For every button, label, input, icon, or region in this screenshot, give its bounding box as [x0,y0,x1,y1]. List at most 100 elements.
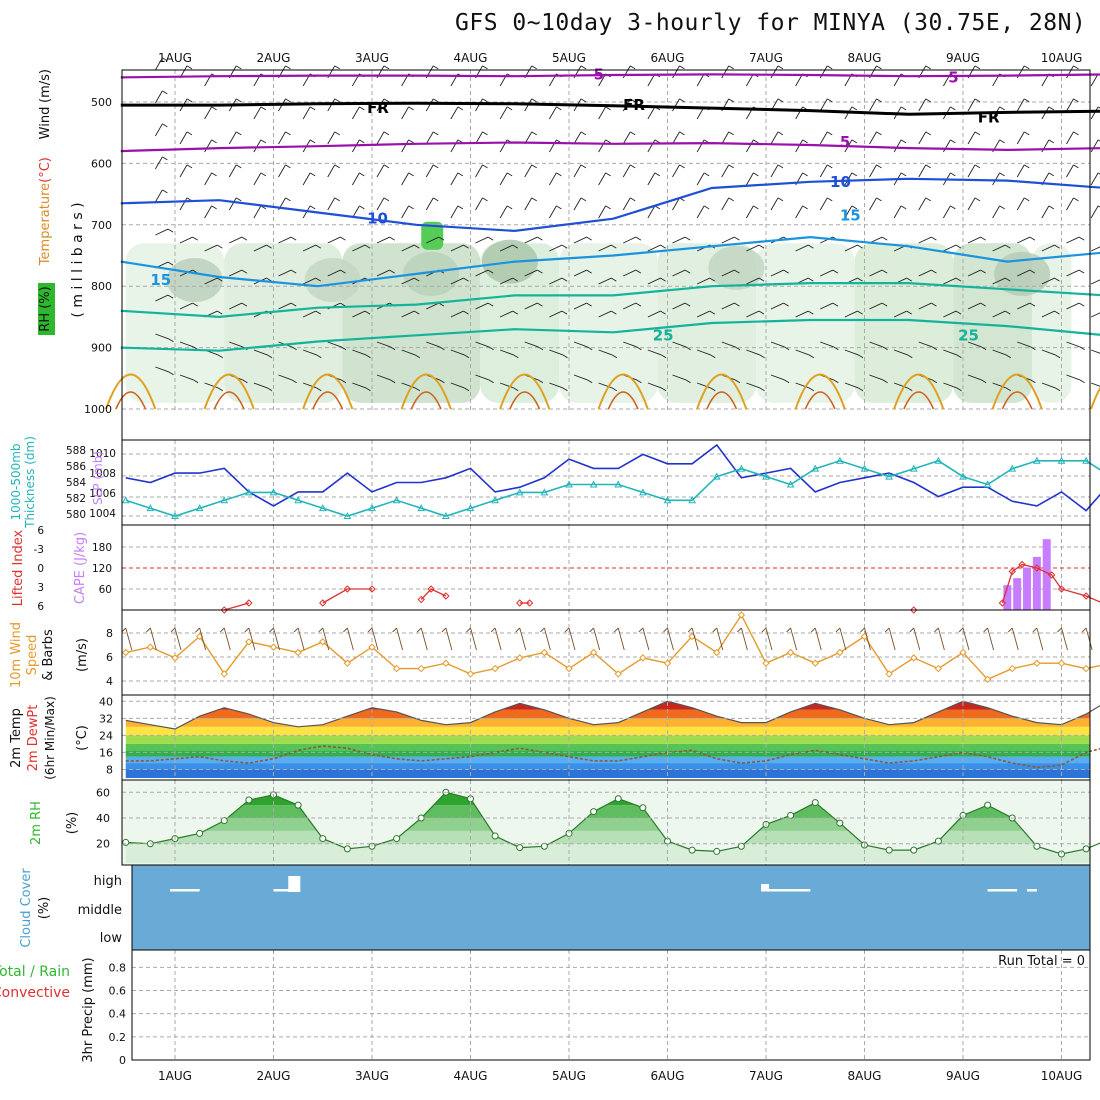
y-tick-precip: 0.2 [109,1031,127,1044]
wind10-barb-flag [269,627,274,633]
wind-barb [179,164,188,178]
surface-isotherm-arc [203,373,255,410]
wind-barb [1090,349,1100,354]
wind-barb-flag [266,354,273,359]
wind10-barb [470,627,477,651]
cloud-gap [987,889,1018,892]
wind-barb-flag [808,244,814,249]
wind-barb-flag [851,139,858,144]
wind-barb [622,197,631,211]
wind-barb-flag [290,269,297,274]
wind-barb-flag [900,172,907,177]
wind-barb-flag [660,310,666,315]
wind-barb [548,172,557,186]
wind10-barb-flag [244,627,250,633]
wind10-marker [1008,664,1016,673]
wind10-barb [1036,627,1044,651]
y-tick-cloud-low: low [100,931,123,946]
cloud-gap [273,889,299,892]
wind-barb-flag [439,346,445,351]
wind-barb-flag [285,65,291,70]
wind-barb-flag [383,98,390,103]
wind-barb [869,302,883,310]
wind10-barb [1061,627,1068,651]
wind-barb [524,341,539,348]
wind10-marker [663,659,672,667]
wind-barb-flag [999,106,1005,111]
wind-barb [770,164,779,178]
wind-barb [179,131,188,145]
wind-barb-flag [482,164,488,169]
surface-isotherm-arc [302,373,354,410]
wind-barb-flag [660,387,667,392]
wind-barb [672,65,680,79]
wind-barb [967,302,981,310]
wind-barb-flag [457,106,464,111]
wind-barb-flag [285,131,291,136]
rh-marker [590,808,598,816]
wind10-barb [568,627,576,651]
y-label-2m-rh: 2m RH [29,801,44,845]
wind-barb-flag [1024,65,1030,70]
wind-barb [302,106,311,120]
wind-barb-flag [974,164,981,169]
wind10-barb-flag [761,627,767,633]
wind-barb [549,382,563,389]
cape-bar [1042,539,1051,610]
wind-barb-flag [709,310,716,315]
rh-band [125,843,1090,863]
y-label-lifted-index: Lifted Index [11,529,26,606]
rh-label-swatch [38,283,55,335]
wind10-marker [983,675,992,683]
wind-barb-flag [531,65,537,70]
cloud-fill [132,865,1090,950]
wind-barb [795,310,809,318]
wind-barb-flag [900,106,907,111]
wind-barb [253,244,267,252]
wind-barb [598,382,612,389]
wind-barb [450,382,465,389]
contour-label: 5 [948,68,958,86]
lifted-index-marker [1018,560,1026,569]
wind-barb [967,131,976,145]
wind10-marker [786,648,795,657]
wind10-barb-flag [490,627,496,633]
wind-barb [425,197,434,211]
wind-barb-flag [630,164,636,169]
wind10-barb-flag [884,627,890,633]
wind-barb-flag [556,106,562,111]
wind-barb [795,349,809,356]
y-tick-temp: 8 [106,763,113,776]
surface-isotherm-arc-inner [1001,391,1033,410]
wind10-barb-flag [170,627,176,633]
wind-barb [352,310,366,318]
wind10-barb [839,627,847,651]
wind-barb [746,382,760,389]
wind-barb [179,341,194,348]
x-tick-label-bottom: 9AUG [946,1069,980,1083]
wind-barb [278,374,292,381]
wind-barb [524,164,533,178]
wind-barb-flag [192,379,199,384]
lifted-index-marker [442,592,450,600]
y-tick-cape: 120 [92,563,112,575]
wind-barb-flag [802,205,808,210]
rh-marker [1033,842,1041,850]
wind-barb [696,172,705,186]
wind-barb-flag [605,205,611,210]
lifted-index-marker [417,595,425,604]
wind10-barb [445,627,453,651]
wind-barb-flag [537,346,544,351]
wind-barb-flag [211,106,217,111]
wind-barb-flag [611,387,618,392]
wind10-marker [294,648,302,657]
wind-barb-flag [260,172,267,177]
wind-barb [745,139,754,153]
wind-barb-flag [635,269,642,274]
run-total-label: Run Total = 0 [998,954,1085,969]
thickness-marker [860,464,869,472]
surface-isotherm-arc [597,373,649,410]
wind-barb [967,197,976,211]
temp-band [125,756,1090,764]
wind10-marker [737,611,746,619]
